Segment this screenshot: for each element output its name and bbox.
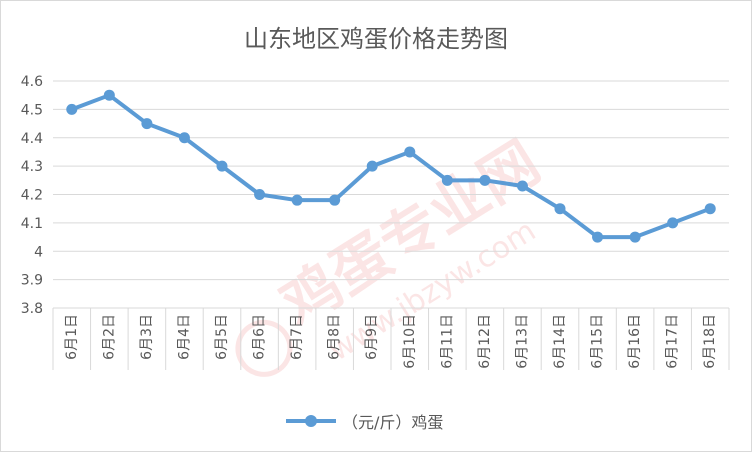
y-axis-ticks: 3.8 3.9 4 4.1 4.2 4.3 4.4 4.5 4.6 [21,74,43,317]
x-tick-label: 6月8日 [327,314,343,360]
y-tick-label: 4.1 [21,216,43,232]
y-tick-label: 3.8 [21,301,43,317]
data-point [141,118,153,130]
data-point [291,194,303,206]
data-point [366,160,378,172]
y-tick-label: 4.2 [21,188,43,204]
x-tick-label: 6月10日 [402,314,418,369]
data-point [629,231,641,243]
data-point [479,174,491,186]
x-tick-label: 6月18日 [702,314,718,369]
data-point [441,174,453,186]
series-line [71,93,711,240]
data-point [516,180,528,192]
x-tick-label: 6月4日 [176,314,192,360]
x-tick-label: 6月5日 [214,314,230,360]
x-tick-label: 6月6日 [252,314,268,360]
y-tick-label: 4.5 [21,102,43,118]
data-point [329,194,341,206]
data-point [178,132,190,144]
data-point [404,146,416,158]
legend-label: （元/斤）鸡蛋 [342,413,444,432]
legend-swatch [286,410,336,432]
x-tick-label: 6月3日 [139,314,155,360]
data-point [66,103,78,115]
x-tick-label: 6月16日 [627,314,643,369]
y-tick-label: 4 [34,244,43,260]
y-tick-label: 4.6 [21,74,43,90]
x-tick-label: 6月14日 [552,314,568,369]
data-point [103,89,115,101]
data-point [704,203,716,215]
data-point [554,203,566,215]
y-tick-label: 3.9 [21,273,43,289]
x-tick-label: 6月11日 [439,314,455,369]
x-tick-label: 6月17日 [665,314,681,369]
data-point [216,160,228,172]
data-point [667,217,679,229]
y-tick-label: 4.4 [21,131,43,147]
chart-title: 山东地区鸡蛋价格走势图 [244,25,508,53]
series-layer [66,89,716,243]
x-tick-label: 6月15日 [590,314,606,369]
x-tick-label: 6月7日 [289,314,305,360]
x-tick-label: 6月1日 [64,314,80,360]
legend: （元/斤）鸡蛋 [286,410,443,432]
x-tick-label: 6月13日 [514,314,530,369]
data-point [254,189,266,200]
y-tick-label: 4.3 [21,159,43,175]
x-axis-ticks: 6月1日 6月2日 6月3日 6月4日 6月5日 6月6日 6月7日 6月8日 6月9日 6月10… [52,308,730,370]
x-tick-label: 6月12日 [477,314,493,369]
x-tick-label: 6月2日 [101,314,117,360]
gridlines [53,80,729,309]
data-point [592,231,604,243]
x-tick-label: 6月9日 [364,314,380,360]
